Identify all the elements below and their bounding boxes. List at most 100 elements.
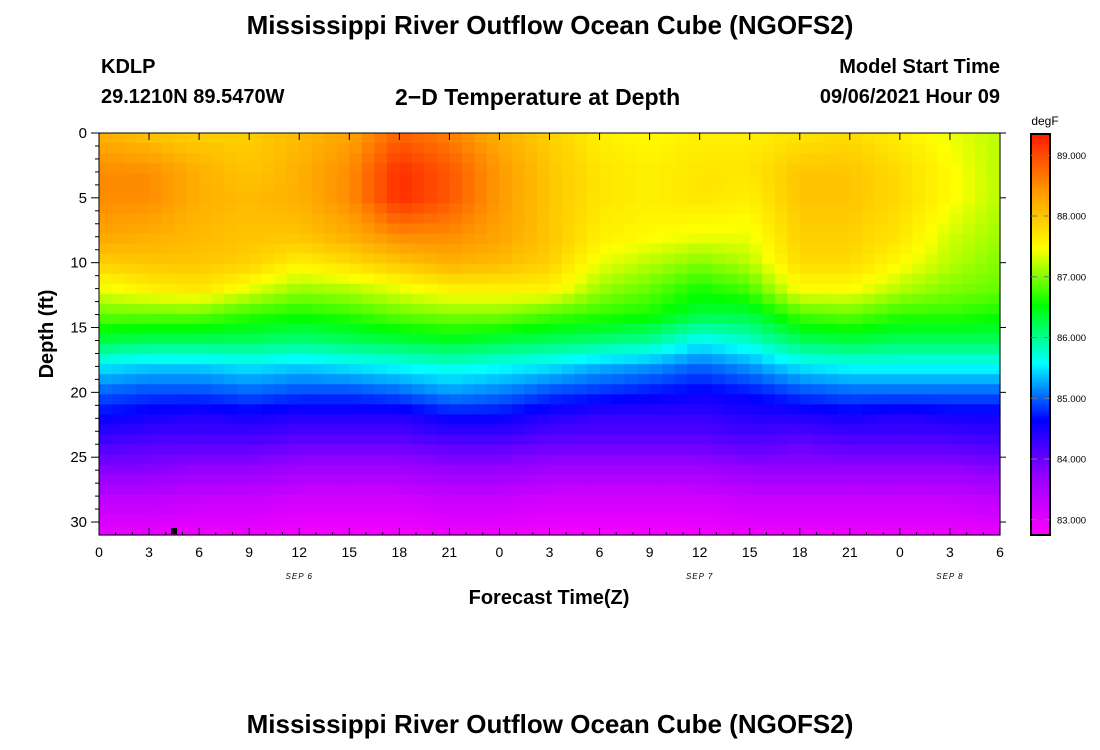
- heatmap-cell: [824, 283, 838, 295]
- heatmap-cell: [199, 404, 213, 415]
- heatmap-cell: [486, 484, 501, 496]
- heatmap-cell: [336, 454, 350, 466]
- heatmap-cell: [249, 263, 263, 275]
- heatmap-cell: [436, 354, 450, 365]
- heatmap-cell: [637, 424, 651, 436]
- heatmap-cell: [436, 143, 450, 154]
- heatmap-cell: [699, 334, 713, 345]
- heatmap-cell: [599, 293, 613, 305]
- heatmap-cell: [624, 313, 638, 325]
- heatmap-cell: [286, 263, 300, 275]
- heatmap-cell: [662, 233, 676, 245]
- heatmap-cell: [687, 323, 701, 335]
- heatmap-cell: [199, 434, 213, 446]
- heatmap-cell: [974, 524, 989, 536]
- heatmap-cell: [574, 444, 588, 456]
- heatmap-cell: [524, 183, 538, 194]
- heatmap-cell: [274, 424, 288, 436]
- heatmap-cell: [399, 414, 413, 426]
- heatmap-cell: [474, 223, 488, 235]
- heatmap-cell: [924, 233, 939, 245]
- heatmap-cell: [874, 364, 888, 375]
- heatmap-cell: [862, 504, 876, 516]
- heatmap-cell: [211, 283, 225, 295]
- heatmap-cell: [386, 364, 400, 375]
- heatmap-cell: [724, 514, 738, 526]
- colorbar-tick-label: 89.000: [1057, 151, 1086, 162]
- heatmap-cell: [286, 323, 300, 335]
- heatmap-cell: [599, 364, 613, 375]
- heatmap-cell: [424, 454, 438, 466]
- heatmap-cell: [124, 484, 138, 496]
- heatmap-cell: [912, 283, 926, 295]
- heatmap-cell: [499, 424, 513, 436]
- heatmap-cell: [849, 293, 863, 305]
- heatmap-cell: [324, 524, 338, 536]
- heatmap-cell: [549, 374, 563, 385]
- heatmap-cell: [762, 153, 776, 164]
- heatmap-cell: [461, 153, 476, 164]
- heatmap-cell: [824, 364, 838, 375]
- heatmap-cell: [987, 354, 1001, 365]
- heatmap-cell: [236, 193, 250, 204]
- heatmap-cell: [887, 464, 901, 476]
- heatmap-cell: [374, 394, 388, 405]
- heatmap-cell: [562, 153, 576, 164]
- heatmap-cell: [749, 474, 763, 486]
- heatmap-cell: [299, 444, 313, 456]
- heatmap-cell: [949, 374, 964, 385]
- heatmap-cell: [949, 464, 964, 476]
- heatmap-cell: [962, 153, 976, 164]
- heatmap-cell: [374, 454, 388, 466]
- heatmap-cell: [712, 133, 726, 144]
- marker-layer: [171, 528, 178, 535]
- heatmap-cell: [624, 514, 638, 526]
- heatmap-cell: [724, 344, 738, 355]
- heatmap-cell: [699, 434, 713, 446]
- heatmap-cell: [812, 414, 826, 426]
- heatmap-cell: [774, 313, 788, 325]
- heatmap-cell: [599, 193, 613, 204]
- heatmap-cell: [962, 444, 976, 456]
- heatmap-cell: [774, 434, 788, 446]
- heatmap-cell: [962, 384, 976, 395]
- heatmap-cell: [937, 253, 951, 265]
- heatmap-cell: [399, 484, 413, 496]
- heatmap-cell: [324, 364, 338, 375]
- heatmap-cell: [324, 394, 338, 405]
- heatmap-cell: [737, 193, 751, 204]
- heatmap-cell: [124, 153, 138, 164]
- heatmap-cell: [837, 313, 851, 325]
- heatmap-cell: [937, 384, 951, 395]
- heatmap-cell: [949, 404, 964, 415]
- heatmap-cell: [199, 283, 213, 295]
- heatmap-cell: [799, 344, 813, 355]
- heatmap-cell: [862, 173, 876, 184]
- heatmap-cell: [99, 243, 113, 255]
- heatmap-cell: [624, 414, 638, 426]
- heatmap-cell: [236, 394, 250, 405]
- heatmap-cell: [361, 193, 375, 204]
- heatmap-cell: [962, 414, 976, 426]
- heatmap-cell: [236, 354, 250, 365]
- heatmap-cell: [299, 334, 313, 345]
- heatmap-cell: [236, 223, 250, 235]
- heatmap-cell: [899, 233, 913, 245]
- heatmap-cell: [887, 384, 901, 395]
- heatmap-cell: [449, 143, 463, 154]
- heatmap-cell: [399, 153, 413, 164]
- heatmap-cell: [749, 143, 763, 154]
- heatmap-cell: [987, 163, 1001, 174]
- heatmap-cell: [536, 454, 551, 466]
- heatmap-cell: [524, 464, 538, 476]
- heatmap-cell: [662, 253, 676, 265]
- heatmap-cell: [261, 323, 275, 335]
- heatmap-cell: [224, 153, 238, 164]
- heatmap-cell: [336, 263, 350, 275]
- heatmap-cell: [286, 414, 300, 426]
- heatmap-cell: [436, 283, 450, 295]
- heatmap-cell: [637, 414, 651, 426]
- heatmap-cell: [299, 454, 313, 466]
- heatmap-cell: [974, 404, 989, 415]
